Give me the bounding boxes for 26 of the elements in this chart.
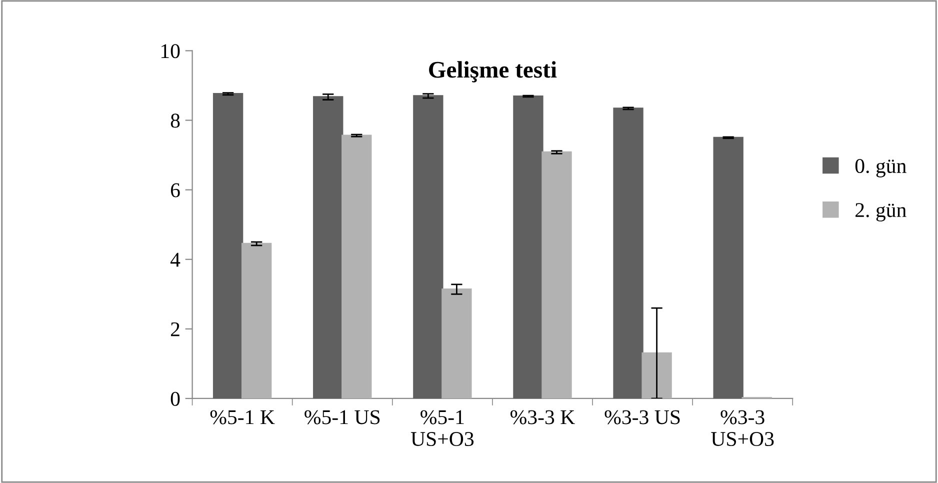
y-tick-label: 6 — [170, 183, 180, 198]
y-tick-label: 0 — [170, 392, 180, 406]
y-tick-label: 4 — [170, 252, 180, 267]
bar — [342, 134, 372, 398]
x-tick-label: %5-1 US+O3 — [410, 410, 474, 446]
bar — [241, 242, 272, 398]
y-tick-label: 8 — [170, 114, 180, 128]
y-tick-label: 10 — [161, 44, 180, 58]
bar — [642, 352, 672, 398]
bar — [713, 136, 744, 398]
bar — [212, 93, 244, 398]
legend-label: 2. gün — [856, 203, 906, 222]
x-tick-label: %3-3 US — [604, 410, 680, 424]
x-tick-label: %5-1 US — [304, 410, 380, 424]
bar — [313, 96, 344, 398]
legend-label: 0. gün — [855, 158, 906, 178]
bar — [413, 95, 444, 398]
bar — [442, 288, 472, 398]
x-tick-label: %3-3 US+O3 — [711, 410, 774, 446]
bar — [513, 95, 544, 398]
x-tick-label: %3-3 K — [510, 410, 575, 424]
x-tick-label: %5-1 K — [210, 410, 275, 424]
bar — [613, 108, 644, 398]
chart-title: Gelişme testi — [429, 61, 557, 82]
y-tick-label: 2 — [170, 322, 180, 336]
bar — [542, 151, 572, 398]
